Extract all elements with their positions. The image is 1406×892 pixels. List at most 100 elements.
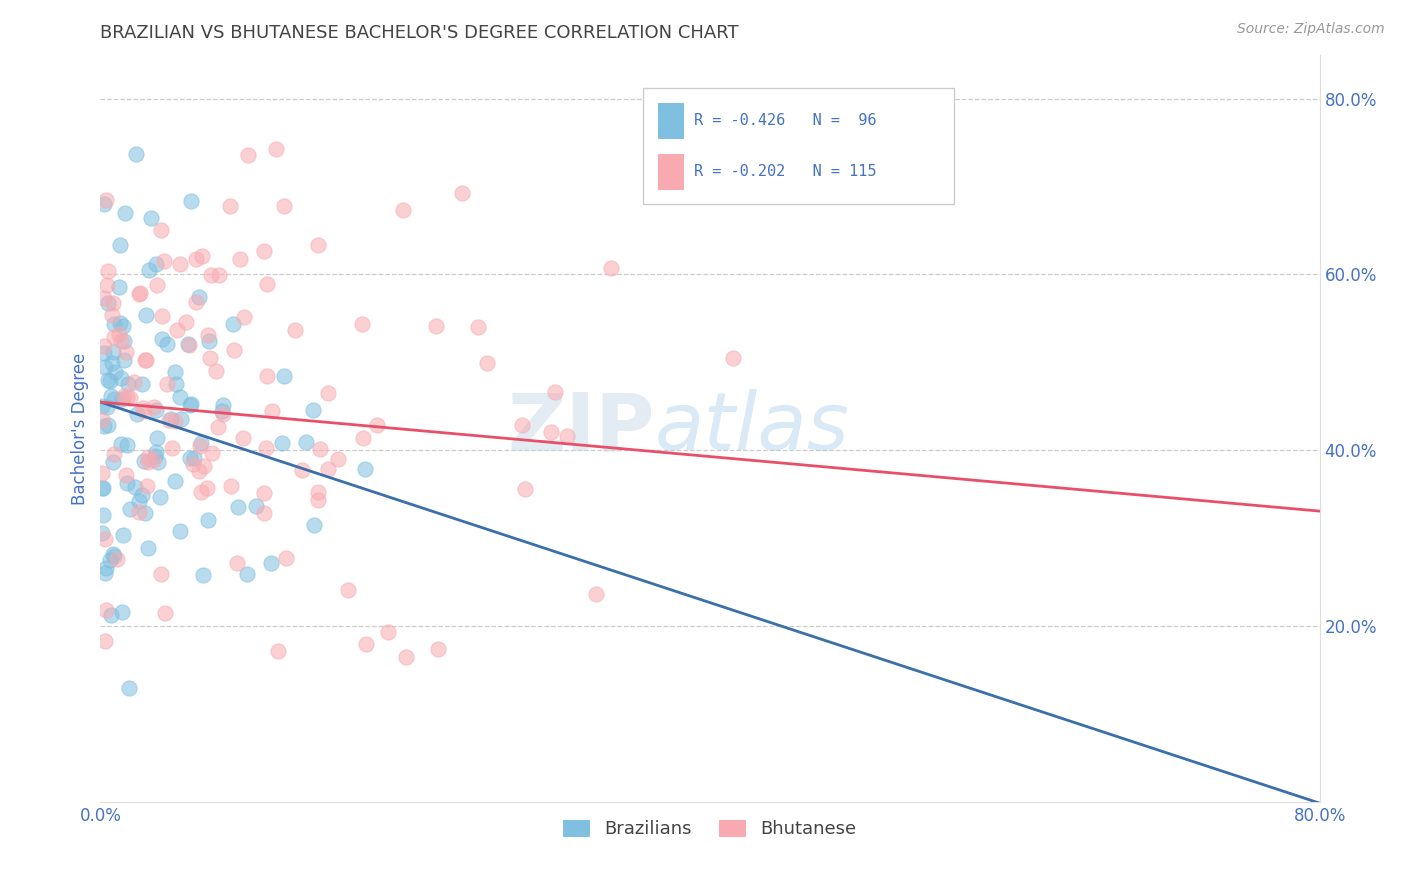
Point [179,398,201,412]
Point [256,368,278,383]
Point [232,431,254,445]
Point [103,330,125,344]
Point [135,308,157,322]
Point [264,142,287,156]
Point [94,359,117,374]
Point [555,428,578,442]
Point [122,375,145,389]
Point [180,397,202,411]
Point [136,450,159,464]
Point [115,345,138,359]
Point [274,551,297,566]
Point [91,508,114,522]
Point [112,334,135,348]
Point [195,481,218,495]
Point [260,556,283,570]
Point [166,323,188,337]
Point [186,252,208,267]
Point [91,481,114,495]
Point [145,402,167,417]
Point [142,401,165,415]
Point [212,398,235,412]
Point [190,485,212,500]
FancyBboxPatch shape [643,88,953,204]
Point [165,475,187,489]
Point [427,642,450,657]
Point [117,376,139,391]
Point [142,453,165,467]
Point [156,377,179,392]
Point [111,605,134,619]
Point [136,455,159,469]
Point [94,602,117,616]
Point [93,291,115,305]
Point [163,414,186,428]
Point [103,392,125,407]
Text: BRAZILIAN VS BHUTANESE BACHELOR'S DEGREE CORRELATION CHART: BRAZILIAN VS BHUTANESE BACHELOR'S DEGREE… [100,24,740,42]
Point [128,286,150,301]
Point [354,638,377,652]
Point [145,445,167,459]
Point [145,257,167,271]
Text: R = -0.202   N = 115: R = -0.202 N = 115 [695,164,876,179]
Point [128,505,150,519]
Point [149,490,172,504]
Point [96,277,118,292]
Point [101,455,124,469]
Point [150,223,173,237]
Point [212,407,235,421]
Point [395,650,418,665]
Point [135,352,157,367]
Point [190,249,212,263]
Point [128,494,150,508]
Point [91,400,114,414]
Point [262,404,284,418]
Point [90,481,112,495]
Point [176,315,198,329]
Point [159,412,181,426]
Point [124,481,146,495]
Point [226,500,249,514]
Point [107,280,129,294]
Point [600,261,623,276]
Point [103,549,125,563]
Point [93,197,115,211]
Point [98,374,121,388]
Point [235,566,257,581]
Point [112,389,135,403]
Point [96,400,118,414]
Point [187,464,209,478]
Point [125,146,148,161]
Point [377,625,399,640]
Point [284,323,307,337]
Point [153,606,176,620]
Point [197,513,219,527]
Point [188,438,211,452]
Point [169,524,191,538]
Point [302,403,325,417]
Point [205,364,228,378]
Point [183,450,205,465]
Point [197,328,219,343]
Point [110,370,132,384]
Point [190,436,212,450]
Point [101,345,124,359]
Point [117,475,139,490]
Point [253,486,276,500]
Point [131,488,153,502]
Point [307,238,329,252]
Point [134,454,156,468]
Point [316,385,339,400]
Point [139,211,162,226]
Point [198,351,221,365]
Text: atlas: atlas [655,390,849,467]
Point [131,376,153,391]
Point [110,436,132,450]
Point [146,278,169,293]
Point [267,644,290,658]
Point [450,186,472,200]
Point [477,356,499,370]
Point [117,438,139,452]
Point [180,194,202,208]
Point [90,526,112,541]
